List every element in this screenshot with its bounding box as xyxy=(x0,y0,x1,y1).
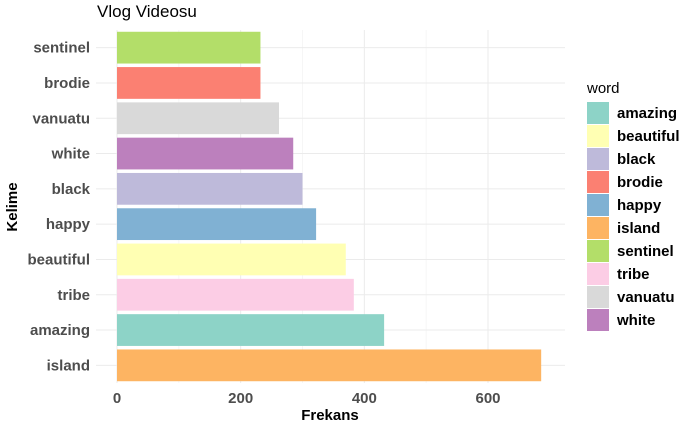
legend-label: white xyxy=(616,312,655,329)
y-tick-label: amazing xyxy=(30,322,90,339)
bar-vanuatu xyxy=(117,102,280,135)
legend-title: word xyxy=(586,80,620,97)
x-tick-label: 400 xyxy=(352,390,377,407)
y-tick-label: happy xyxy=(46,216,91,233)
y-tick-label: black xyxy=(52,181,91,198)
bars xyxy=(117,31,542,382)
legend-label: island xyxy=(617,220,660,237)
legend: amazing beautiful black brodie happy island se… xyxy=(587,102,680,331)
y-tick-label: sentinel xyxy=(33,40,90,57)
y-tick-label: vanuatu xyxy=(32,110,90,127)
bar-beautiful xyxy=(117,243,346,276)
legend-swatch xyxy=(587,171,609,193)
legend-label: amazing xyxy=(617,105,677,122)
y-tick-label: island xyxy=(47,357,90,374)
legend-label: tribe xyxy=(617,266,650,283)
legend-label: happy xyxy=(617,197,662,214)
x-tick-label: 600 xyxy=(475,390,500,407)
x-tick-label: 0 xyxy=(113,390,121,407)
x-axis-label: Frekans xyxy=(301,407,359,424)
bar-black xyxy=(117,172,303,205)
legend-swatch xyxy=(587,102,609,124)
bar-sentinel xyxy=(117,31,261,64)
legend-swatch xyxy=(587,125,609,147)
bar-white xyxy=(117,137,294,170)
y-tick-label: tribe xyxy=(57,287,90,304)
legend-swatch xyxy=(587,217,609,239)
legend-swatch xyxy=(587,240,609,262)
y-tick-label: brodie xyxy=(44,75,90,92)
legend-label: brodie xyxy=(617,174,663,191)
y-tick-label: beautiful xyxy=(28,251,91,268)
bar-island xyxy=(117,349,542,382)
chart-title: Vlog Videosu xyxy=(97,2,197,21)
legend-label: beautiful xyxy=(617,128,680,145)
x-tick-label: 200 xyxy=(228,390,253,407)
legend-swatch xyxy=(587,194,609,216)
x-tick-labels: 0 200 400 600 xyxy=(113,390,501,407)
y-axis-label: Kelime xyxy=(4,182,21,231)
bar-tribe xyxy=(117,278,354,311)
legend-label: black xyxy=(617,151,656,168)
y-tick-label: white xyxy=(51,146,90,163)
legend-swatch xyxy=(587,286,609,308)
legend-label: sentinel xyxy=(617,243,674,260)
bar-happy xyxy=(117,208,317,241)
bar-amazing xyxy=(117,314,385,346)
legend-swatch xyxy=(587,263,609,285)
legend-swatch xyxy=(587,309,609,331)
y-tick-labels: island amazing tribe beautiful happy black whi… xyxy=(28,40,91,375)
bar-brodie xyxy=(117,67,261,99)
legend-label: vanuatu xyxy=(617,289,675,306)
legend-swatch xyxy=(587,148,609,170)
